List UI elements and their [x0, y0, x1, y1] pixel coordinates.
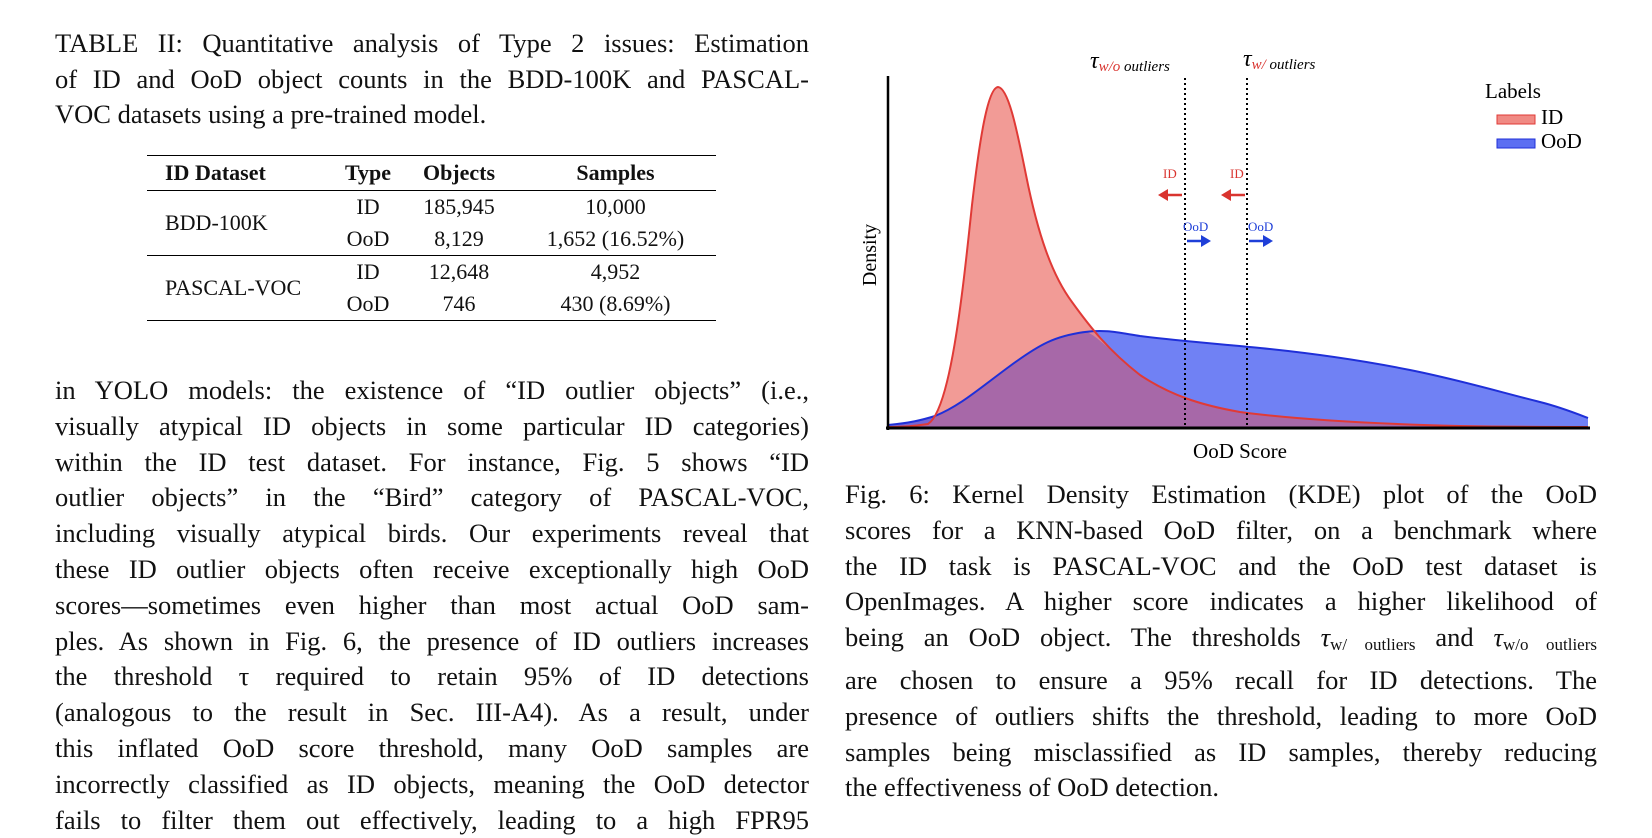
legend-title: Labels	[1485, 79, 1541, 103]
body-line: fails to filter them out effectively, le…	[55, 804, 809, 835]
arrow-ood-label-2: OoD	[1248, 219, 1273, 234]
table-row: PASCAL-VOC ID 12,648 4,952	[147, 256, 716, 300]
body-line: ples. As shown in Fig. 6, the presence o…	[55, 625, 809, 656]
arrow-id-head-1	[1158, 189, 1168, 201]
body-line: scores—sometimes even higher than most a…	[55, 589, 809, 620]
body-line: in YOLO models: the existence of “ID out…	[55, 375, 809, 405]
table-row: BDD-100K ID 185,945 10,000	[147, 191, 716, 235]
body-line: visually atypical ID objects in some par…	[55, 410, 809, 441]
objects-cell: 12,648	[428, 259, 490, 284]
kde-figure: τw/o outliers τw/ outliers ID ID OoD OoD…	[859, 46, 1590, 463]
ood-density-curve	[887, 329, 1589, 426]
caption-text: and	[1415, 622, 1494, 653]
type-cell: OoD	[346, 291, 390, 316]
header-samples: Samples	[576, 160, 655, 185]
body-line: including visually atypical birds. Our e…	[55, 518, 809, 549]
arrow-id-label-2: ID	[1230, 166, 1244, 181]
objects-cell: 185,945	[423, 194, 495, 219]
caption-text: being an OoD object. The thresholds	[845, 622, 1321, 653]
table-caption-line: TABLE II: Quantitative analysis of Type …	[55, 28, 809, 58]
body-line: (analogous to the result in Sec. III-A4)…	[55, 697, 809, 728]
body-line: outlier objects” in the “Bird” category …	[55, 482, 809, 513]
header-id-dataset: ID Dataset	[165, 160, 266, 185]
tau-sub-wo: w/o outliers	[1503, 635, 1597, 655]
type-cell: OoD	[346, 226, 390, 251]
table-caption-line: of ID and OoD object counts in the BDD-1…	[55, 63, 809, 94]
samples-cell: 4,952	[590, 259, 641, 284]
legend-label-ood: OoD	[1541, 129, 1582, 153]
arrow-id-head-2	[1221, 189, 1231, 201]
header-objects: Objects	[422, 160, 496, 185]
figure-caption: Fig. 6: Kernel Density Estimation (KDE) …	[845, 477, 1597, 806]
legend-swatch-id	[1496, 114, 1536, 125]
body-paragraph: in YOLO models: the existence of “ID out…	[55, 373, 809, 838]
caption-line: samples being misclassified as ID sample…	[845, 736, 1597, 767]
legend: Labels ID OoD	[1485, 79, 1582, 153]
caption-line-thresholds: being an OoD object. The thresholds τw/ …	[845, 620, 1597, 663]
dataset-cell: BDD-100K	[165, 210, 268, 235]
results-table: ID Dataset Type Objects Samples BDD-100K…	[147, 155, 716, 321]
body-line: incorrectly classified as ID objects, me…	[55, 768, 809, 799]
caption-line: are chosen to ensure a 95% recall for ID…	[845, 664, 1597, 695]
threshold-wo-label: τw/o outliers	[1090, 48, 1170, 75]
caption-line: the ID task is PASCAL-VOC and the OoD te…	[845, 550, 1597, 581]
tau-sub-w: w/ outliers	[1330, 635, 1416, 655]
y-axis-label: Density	[859, 224, 881, 286]
tau-symbol: τ	[1493, 622, 1504, 653]
arrow-id-label-1: ID	[1163, 166, 1177, 181]
dataset-cell: PASCAL-VOC	[165, 275, 302, 300]
body-line: this inflated OoD score threshold, many …	[55, 732, 809, 763]
caption-line: OpenImages. A higher score indicates a h…	[845, 586, 1597, 617]
type-cell: ID	[356, 194, 380, 219]
threshold-w-label: τw/ outliers	[1243, 46, 1316, 73]
body-line: the threshold τ required to retain 95% o…	[55, 661, 809, 692]
table-row: OoD 8,129 1,652 (16.52%)	[147, 223, 716, 256]
caption-line: the effectiveness of OoD detection.	[845, 772, 1220, 803]
objects-cell: 746	[442, 291, 476, 316]
table-row: OoD 746 430 (8.69%)	[147, 288, 716, 321]
table-caption-line: VOC datasets using a pre-trained model.	[55, 99, 487, 129]
table-header-row: ID Dataset Type Objects Samples	[147, 155, 716, 191]
caption-line: scores for a KNN-based OoD filter, on a …	[845, 514, 1597, 545]
body-line: these ID outlier objects often receive e…	[55, 553, 809, 584]
x-axis-label: OoD Score	[1193, 439, 1287, 463]
header-type: Type	[344, 160, 392, 185]
objects-cell: 8,129	[434, 226, 484, 251]
arrow-ood-head-1	[1201, 235, 1211, 247]
id-density-curve	[887, 85, 1589, 428]
overlap-area	[888, 331, 1588, 427]
samples-cell: 430 (8.69%)	[560, 291, 671, 316]
caption-line: presence of outliers shifts the threshol…	[845, 700, 1597, 731]
arrow-ood-label-1: OoD	[1183, 219, 1208, 234]
type-cell: ID	[356, 259, 380, 284]
body-line: within the ID test dataset. For instance…	[55, 446, 809, 477]
tau-symbol: τ	[1320, 622, 1331, 653]
legend-label-id: ID	[1541, 105, 1563, 129]
arrow-ood-head-2	[1263, 235, 1273, 247]
caption-line: Fig. 6: Kernel Density Estimation (KDE) …	[845, 479, 1597, 509]
samples-cell: 1,652 (16.52%)	[546, 226, 685, 251]
table-caption: TABLE II: Quantitative analysis of Type …	[55, 26, 809, 133]
legend-swatch-ood	[1496, 138, 1536, 149]
samples-cell: 10,000	[585, 194, 646, 219]
